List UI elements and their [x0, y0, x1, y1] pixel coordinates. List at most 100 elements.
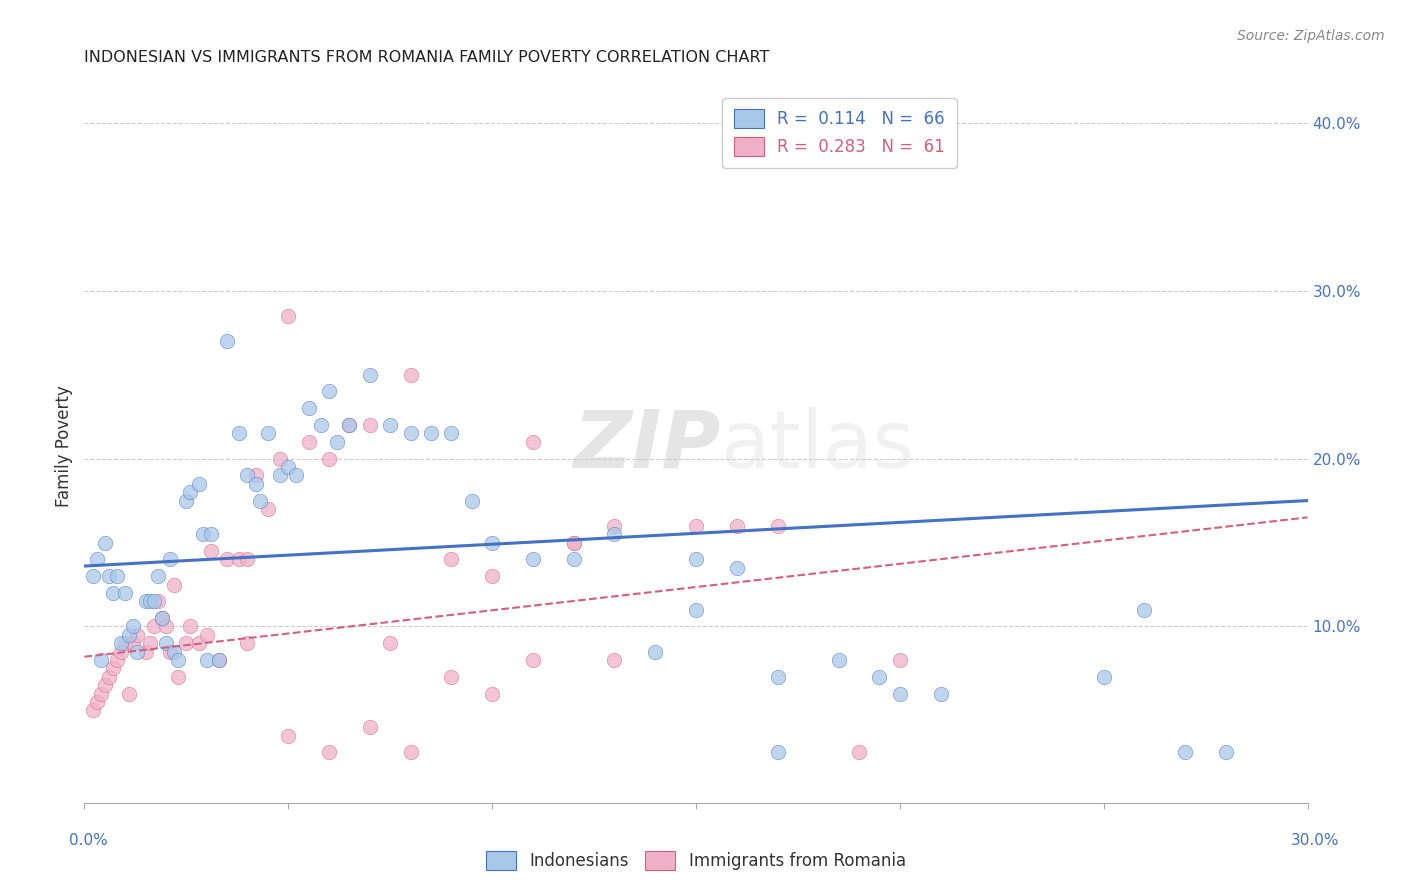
Point: [208, 653, 231, 667]
Point: [277, 729, 299, 743]
Point: [163, 577, 186, 591]
Point: [167, 670, 190, 684]
Point: [97, 670, 120, 684]
Point: [105, 569, 128, 583]
Point: [150, 611, 173, 625]
Point: [146, 594, 169, 608]
Text: 0.0%: 0.0%: [69, 833, 108, 847]
Point: [110, 636, 132, 650]
Point: [380, 636, 402, 650]
Point: [228, 552, 250, 566]
Point: [440, 670, 463, 684]
Point: [603, 527, 626, 541]
Point: [93, 535, 117, 549]
Point: [257, 502, 280, 516]
Point: [195, 628, 218, 642]
Point: [187, 636, 209, 650]
Point: [135, 645, 157, 659]
Point: [236, 552, 259, 566]
Point: [929, 687, 952, 701]
Point: [828, 653, 851, 667]
Point: [155, 636, 177, 650]
Point: [298, 401, 321, 416]
Point: [90, 687, 112, 701]
Point: [339, 417, 361, 432]
Point: [146, 569, 169, 583]
Point: [217, 552, 239, 566]
Point: [236, 468, 259, 483]
Point: [766, 670, 789, 684]
Point: [159, 552, 181, 566]
Point: [1133, 603, 1156, 617]
Point: [114, 636, 136, 650]
Point: [269, 451, 291, 466]
Point: [461, 493, 484, 508]
Point: [481, 569, 503, 583]
Point: [766, 518, 789, 533]
Point: [562, 535, 585, 549]
Point: [889, 653, 911, 667]
Point: [318, 384, 340, 399]
Point: [142, 594, 165, 608]
Point: [138, 636, 160, 650]
Point: [766, 746, 789, 760]
Point: [86, 552, 108, 566]
Point: [277, 460, 299, 475]
Point: [93, 678, 117, 692]
Point: [105, 653, 128, 667]
Point: [200, 527, 222, 541]
Point: [82, 569, 104, 583]
Point: [195, 653, 218, 667]
Point: [179, 619, 201, 633]
Point: [685, 518, 707, 533]
Point: [522, 552, 544, 566]
Point: [236, 636, 259, 650]
Text: ZIP: ZIP: [574, 407, 720, 485]
Point: [481, 687, 503, 701]
Point: [685, 552, 707, 566]
Point: [122, 619, 145, 633]
Point: [1215, 746, 1237, 760]
Point: [86, 695, 108, 709]
Point: [257, 426, 280, 441]
Point: [118, 687, 141, 701]
Point: [127, 628, 149, 642]
Point: [150, 611, 173, 625]
Point: [869, 670, 891, 684]
Point: [176, 636, 198, 650]
Point: [399, 368, 422, 382]
Point: [245, 476, 267, 491]
Point: [399, 746, 422, 760]
Point: [176, 493, 198, 508]
Point: [298, 434, 321, 449]
Point: [725, 518, 748, 533]
Point: [725, 560, 748, 574]
Point: [167, 653, 190, 667]
Point: [159, 645, 181, 659]
Point: [249, 493, 271, 508]
Point: [522, 434, 544, 449]
Point: [359, 720, 381, 734]
Point: [101, 661, 124, 675]
Point: [318, 746, 340, 760]
Point: [603, 518, 626, 533]
Point: [339, 417, 361, 432]
Point: [1092, 670, 1115, 684]
Point: [603, 653, 626, 667]
Point: [562, 535, 585, 549]
Point: [644, 645, 666, 659]
Point: [245, 468, 267, 483]
Point: [440, 426, 463, 441]
Point: [889, 687, 911, 701]
Point: [399, 426, 422, 441]
Point: [318, 451, 340, 466]
Text: Source: ZipAtlas.com: Source: ZipAtlas.com: [1237, 29, 1385, 43]
Point: [685, 603, 707, 617]
Point: [269, 468, 291, 483]
Point: [138, 594, 160, 608]
Point: [562, 552, 585, 566]
Point: [90, 653, 112, 667]
Point: [228, 426, 250, 441]
Point: [127, 645, 149, 659]
Point: [101, 586, 124, 600]
